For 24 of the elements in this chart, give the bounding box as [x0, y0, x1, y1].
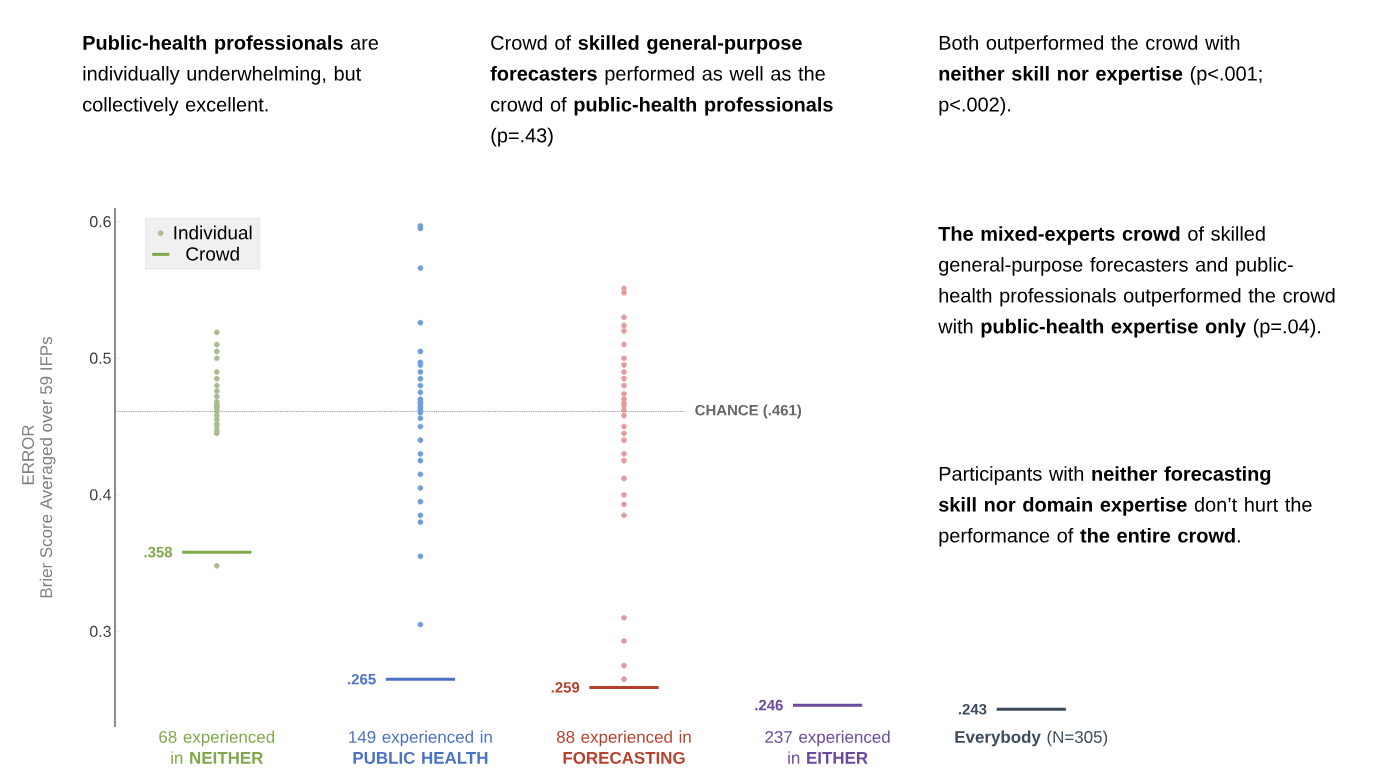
annotation: .243	[958, 703, 987, 715]
x-tick-label: Everybody (N=305)	[955, 730, 1108, 747]
y-axis-title: Brier Score Averaged over 59 IFPs	[39, 336, 56, 598]
legend-label: Crowd	[186, 246, 239, 261]
x-tick-label: 237 experienced in EITHER	[765, 730, 890, 764]
ref-line-label: CHANCE (.461)	[695, 404, 802, 419]
annotation: .265	[348, 673, 376, 685]
annotation: .246	[755, 699, 783, 711]
text: Participants with neither forecasting skill nor domain expertise don’t hurt the performance of the entire crowd.	[938, 466, 1312, 547]
text: Both outperformed the crowd with neither skill nor expertise (p<.001; p<.002).	[939, 35, 1262, 116]
text: ERROR	[22, 425, 34, 485]
x-tick-label: 149 experienced in PUBLIC HEALTH	[349, 730, 492, 764]
y-tick-label: 0.6	[89, 216, 111, 228]
text: Crowd of skilled general-purpose forecasters performed as well as the crowd of public-health professionals (p=.43)	[490, 35, 833, 147]
y-tick-label: 0.5	[89, 352, 111, 364]
x-tick-label: 68 experienced in NEITHER	[159, 730, 275, 764]
annotation: .358	[144, 546, 173, 558]
x-tick-label: 88 experienced in FORECASTING	[556, 730, 691, 764]
annotation: The mixed-experts crowd of skilled general-purpose forecasters and public-health professionals outperformed the crowd with public-health expertise only (p=.04).	[938, 226, 1335, 338]
text: Public-health professionals are individually underwhelming, but collectively excellent.	[83, 35, 379, 116]
y-tick-label: 0.4	[89, 489, 112, 501]
legend-label: Individual	[174, 225, 252, 240]
y-tick-label: 0.3	[89, 625, 111, 638]
annotation: .259	[551, 682, 580, 693]
